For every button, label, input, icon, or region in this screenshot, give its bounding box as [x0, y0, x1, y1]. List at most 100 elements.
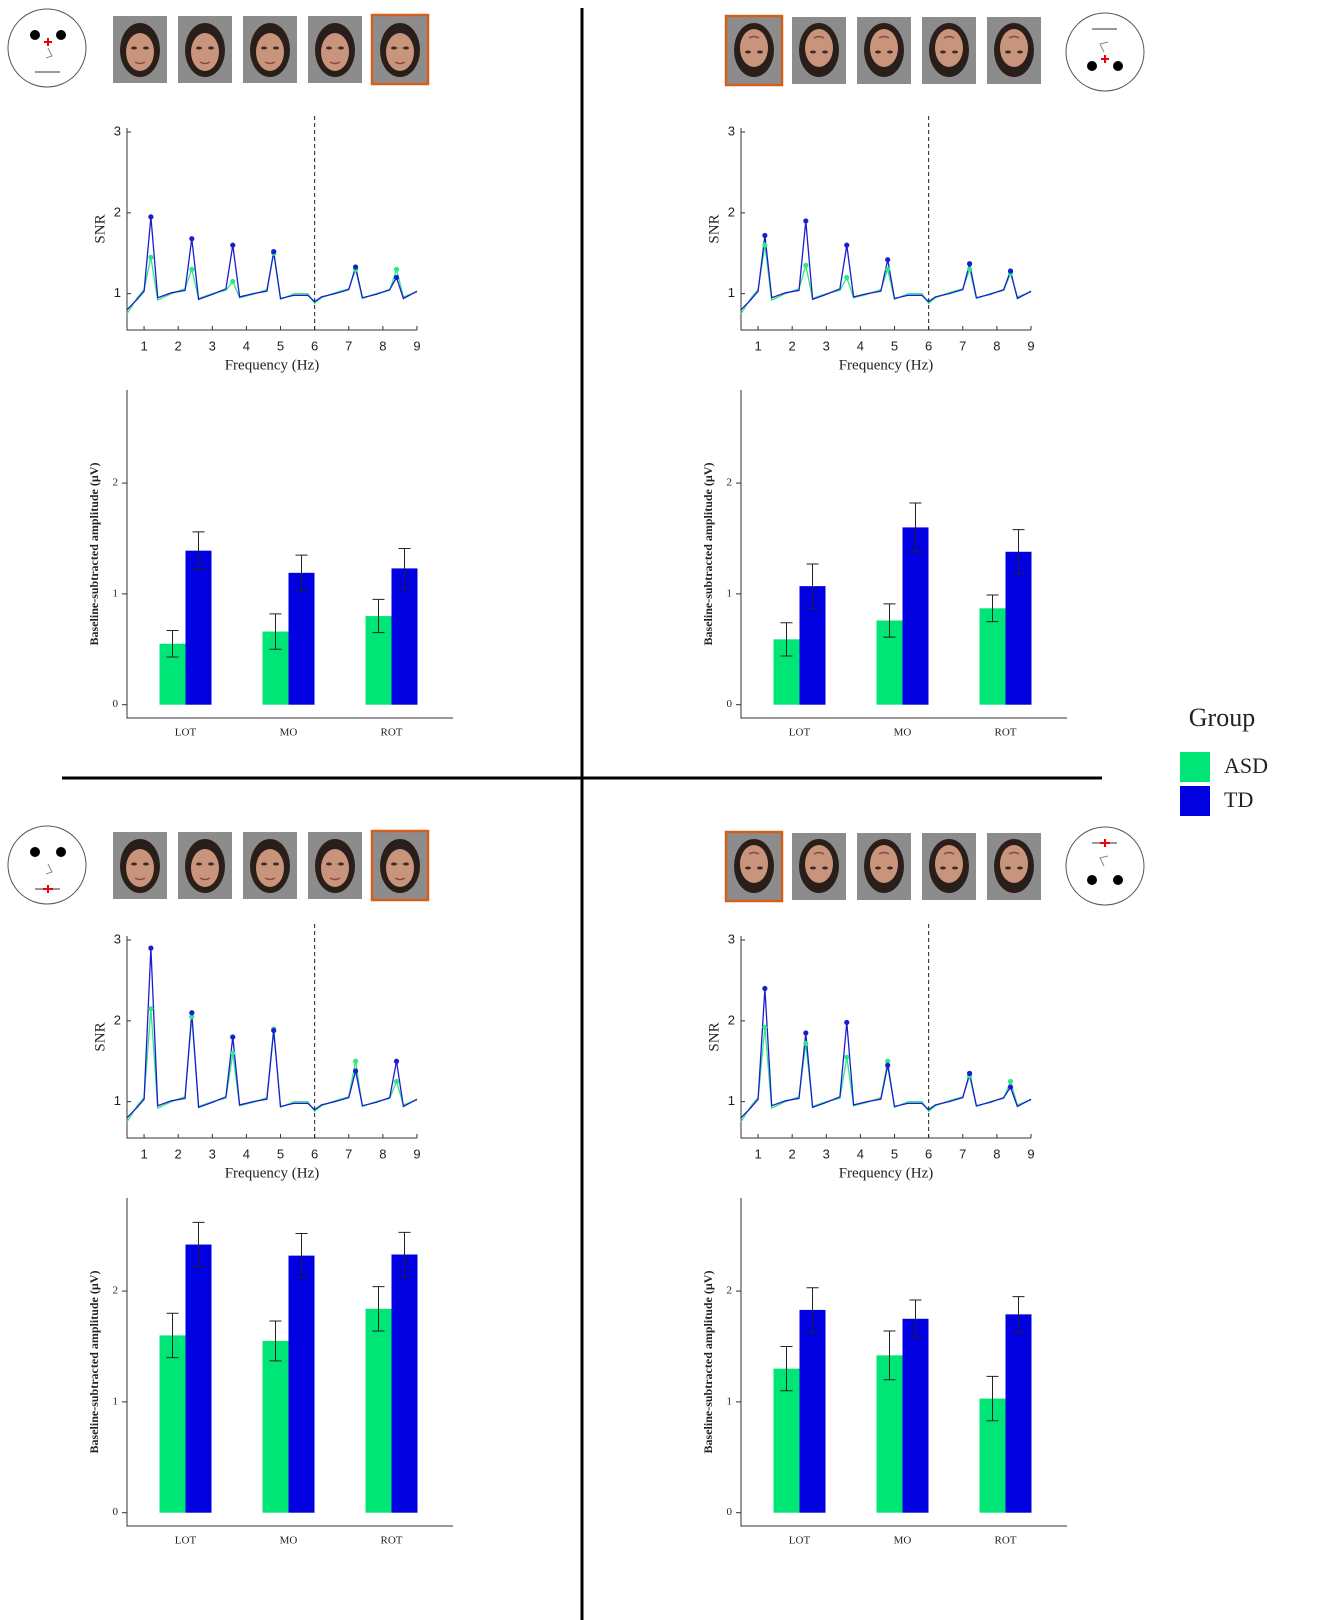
snr-line: [740, 220, 1032, 311]
error-bar: [1012, 1296, 1025, 1333]
y-tick-label: 2: [113, 1285, 119, 1297]
x-tick-label: 1: [140, 1146, 147, 1161]
face-stimuli: [726, 832, 1041, 901]
peak-marker: [803, 218, 809, 224]
y-tick-label: 2: [114, 204, 121, 219]
y-axis-label: Baseline-subtracted amplitude (µV): [87, 463, 101, 646]
error-bar: [986, 594, 999, 623]
y-axis-label: SNR: [706, 214, 722, 243]
x-tick-label: 5: [891, 1146, 898, 1161]
x-tick-label: LOT: [175, 1535, 197, 1547]
x-tick-label: 1: [140, 338, 147, 353]
schematic-face: [1065, 826, 1145, 906]
snr-line: [740, 988, 1032, 1119]
y-tick-label: 3: [114, 123, 121, 138]
y-tick-label: 0: [113, 1506, 119, 1518]
y-tick-label: 3: [728, 931, 735, 946]
peak-marker: [148, 214, 154, 220]
y-tick-label: 2: [727, 477, 733, 489]
bar: [159, 1335, 186, 1513]
error-bar: [909, 1299, 922, 1339]
x-axis-label: Frequency (Hz): [225, 1165, 320, 1181]
peak-marker: [1007, 268, 1014, 274]
x-tick-label: ROT: [381, 727, 403, 739]
legend-label: ASD: [1224, 753, 1268, 778]
x-tick-label: 8: [379, 338, 386, 353]
snr-line: [126, 1008, 418, 1123]
x-tick-label: 3: [209, 1146, 216, 1161]
bar: [185, 1244, 212, 1513]
snr-line: [740, 245, 1032, 315]
y-tick-label: 2: [113, 477, 119, 489]
x-tick-label: ROT: [381, 1535, 403, 1547]
x-tick-label: 4: [243, 1146, 250, 1161]
x-tick-label: 8: [379, 1146, 386, 1161]
legend-title: Group: [1189, 703, 1255, 732]
bar: [1005, 1314, 1032, 1513]
peak-marker: [393, 266, 400, 272]
x-tick-label: 1: [754, 1146, 761, 1161]
error-bar: [372, 1286, 385, 1332]
x-tick-label: 6: [925, 1146, 932, 1161]
peak-marker: [393, 274, 400, 281]
y-tick-label: 2: [728, 1012, 735, 1027]
x-tick-label: 9: [413, 1146, 420, 1161]
peak-marker: [885, 266, 891, 272]
x-tick-label: MO: [280, 1535, 298, 1547]
axis-line: [740, 936, 1031, 1139]
peak-marker: [844, 242, 850, 248]
x-tick-label: 9: [413, 338, 420, 353]
axis-line: [740, 390, 1067, 719]
x-tick-label: 5: [891, 338, 898, 353]
x-tick-label: 3: [823, 1146, 830, 1161]
y-axis-label: Baseline-subtracted amplitude (µV): [701, 463, 715, 646]
peak-marker: [271, 1027, 277, 1034]
face-stimuli: [113, 15, 428, 84]
x-tick-label: 2: [789, 338, 796, 353]
schematic-face: [1065, 12, 1145, 92]
snr-line: [126, 948, 418, 1119]
y-tick-label: 0: [727, 1506, 733, 1518]
peak-marker: [230, 1050, 236, 1056]
error-bar: [166, 629, 179, 658]
y-tick-label: 1: [114, 1093, 121, 1108]
error-bar: [166, 1312, 179, 1359]
y-tick-label: 0: [727, 698, 733, 710]
error-bar: [192, 1221, 205, 1268]
x-tick-label: LOT: [789, 1535, 811, 1547]
peak-marker: [148, 1006, 154, 1012]
schematic-face: [7, 825, 87, 905]
peak-marker: [762, 985, 768, 992]
x-tick-label: 6: [925, 338, 932, 353]
bar: [799, 1309, 826, 1513]
peak-marker: [148, 254, 154, 260]
peak-marker: [271, 249, 277, 255]
peak-marker: [844, 274, 850, 281]
peak-marker: [189, 236, 195, 242]
error-bar: [372, 598, 385, 634]
peak-marker: [352, 1068, 359, 1074]
snr-chart: 1 2 3 1 2 3 4 5 6 7 8 9 Frequency (Hz) SNR: [92, 924, 421, 1181]
amplitude-chart: 0 1 2 Baseline-subtracted amplitude (µV) LOT…: [87, 390, 453, 739]
peak-marker: [885, 1058, 891, 1064]
face-stimuli: [113, 831, 428, 900]
peak-marker: [189, 1014, 195, 1020]
y-tick-label: 2: [114, 1012, 121, 1027]
x-tick-label: 6: [311, 338, 318, 353]
x-tick-label: 9: [1027, 338, 1034, 353]
y-tick-label: 1: [113, 1395, 119, 1407]
bar: [902, 527, 929, 705]
peak-marker: [230, 242, 236, 248]
peak-marker: [189, 266, 195, 272]
x-tick-label: 7: [959, 1146, 966, 1161]
snr-chart: 1 2 3 1 2 3 4 5 6 7 8 9 Frequency (Hz) SNR: [706, 116, 1035, 373]
error-bar: [295, 554, 308, 592]
bar: [262, 1340, 289, 1513]
peak-marker: [762, 1024, 768, 1030]
y-tick-label: 1: [728, 285, 735, 300]
x-tick-label: LOT: [789, 727, 811, 739]
y-axis-label: SNR: [706, 1022, 722, 1051]
schematic-face: [7, 8, 87, 88]
x-tick-label: LOT: [175, 727, 197, 739]
x-tick-label: 8: [993, 338, 1000, 353]
